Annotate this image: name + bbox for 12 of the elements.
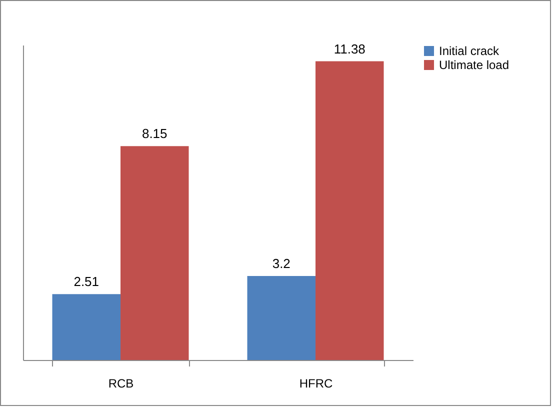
bar	[52, 294, 120, 360]
data-label: 3.2	[272, 256, 290, 271]
data-label: 11.38	[334, 41, 366, 56]
bar	[247, 276, 316, 360]
legend-label: Ultimate load	[439, 58, 510, 72]
legend-label: Initial crack	[439, 44, 500, 58]
x-tick-label: RCB	[108, 376, 134, 390]
bar	[120, 146, 189, 360]
data-label: 2.51	[74, 274, 100, 290]
x-tick-label: HFRC	[299, 376, 333, 390]
data-label: 8.15	[142, 126, 168, 142]
bar	[316, 61, 384, 360]
